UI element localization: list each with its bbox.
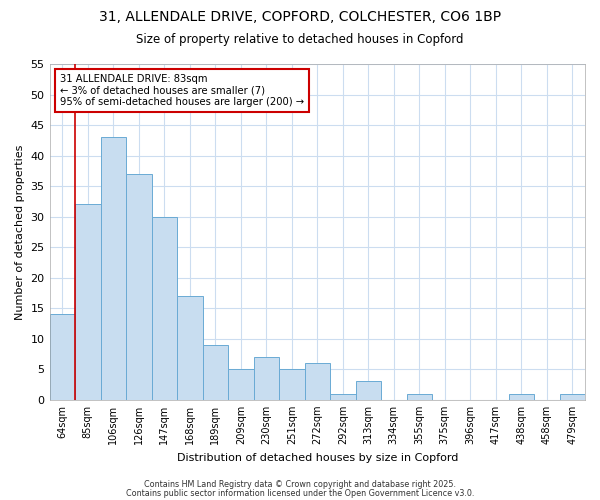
Text: 31, ALLENDALE DRIVE, COPFORD, COLCHESTER, CO6 1BP: 31, ALLENDALE DRIVE, COPFORD, COLCHESTER… [99,10,501,24]
Bar [152,216,177,400]
Bar [101,138,126,400]
Bar [75,204,101,400]
Bar [330,394,356,400]
Text: Contains HM Land Registry data © Crown copyright and database right 2025.: Contains HM Land Registry data © Crown c… [144,480,456,489]
X-axis label: Distribution of detached houses by size in Copford: Distribution of detached houses by size … [176,452,458,462]
Bar [126,174,152,400]
Bar [356,382,381,400]
Text: 31 ALLENDALE DRIVE: 83sqm
← 3% of detached houses are smaller (7)
95% of semi-de: 31 ALLENDALE DRIVE: 83sqm ← 3% of detach… [60,74,304,108]
Bar [177,296,203,400]
Bar [560,394,585,400]
Bar [279,370,305,400]
Bar [509,394,534,400]
Bar [50,314,75,400]
Bar [203,345,228,400]
Text: Size of property relative to detached houses in Copford: Size of property relative to detached ho… [136,32,464,46]
Y-axis label: Number of detached properties: Number of detached properties [15,144,25,320]
Text: Contains public sector information licensed under the Open Government Licence v3: Contains public sector information licen… [126,488,474,498]
Bar [407,394,432,400]
Bar [228,370,254,400]
Bar [254,357,279,400]
Bar [305,363,330,400]
